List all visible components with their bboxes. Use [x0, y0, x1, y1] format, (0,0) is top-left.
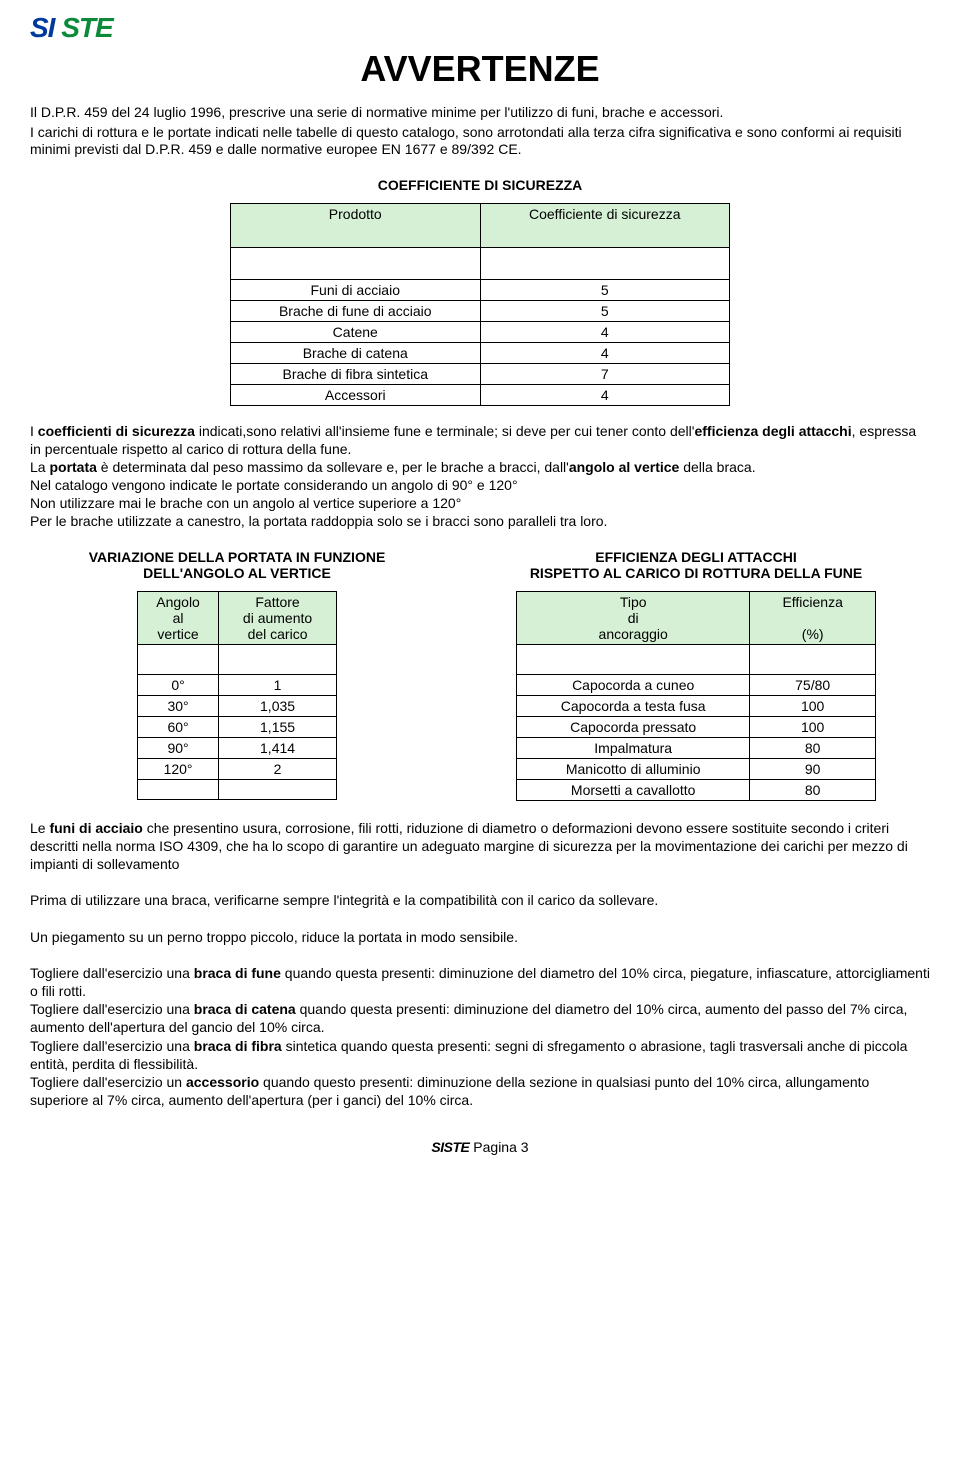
- logo-ste: STE: [61, 12, 112, 43]
- coef-r0-p: Funi di acciaio: [231, 279, 481, 300]
- coef-heading: COEFFICIENTE DI SICUREZZA: [30, 177, 930, 193]
- bottom-p2: Prima di utilizzare una braca, verificar…: [30, 891, 930, 909]
- coef-spacer-2: [480, 247, 730, 279]
- footer: SISTE Pagina 3: [30, 1139, 930, 1155]
- page-title: AVVERTENZE: [30, 48, 930, 90]
- coef-r3-c: 4: [480, 342, 730, 363]
- coef-r3-p: Brache di catena: [231, 342, 481, 363]
- coef-r1-c: 5: [480, 300, 730, 321]
- coef-spacer-1: [231, 247, 481, 279]
- coef-th-prodotto: Prodotto: [231, 203, 481, 247]
- coef-table: Prodotto Coefficiente di sicurezza Funi …: [230, 203, 730, 406]
- bottom-p5: Togliere dall'esercizio una braca di cat…: [30, 1000, 930, 1036]
- footer-page: Pagina 3: [469, 1139, 528, 1155]
- mid-p2: La portata è determinata dal peso massim…: [30, 458, 930, 476]
- coef-r4-c: 7: [480, 363, 730, 384]
- mid-p1: I coefficienti di sicurezza indicati,son…: [30, 422, 930, 458]
- bottom-p1: Le funi di acciaio che presentino usura,…: [30, 819, 930, 874]
- eff-table: Tipodiancoraggio Efficienza(%) Capocorda…: [516, 591, 876, 801]
- logo: SI STE: [30, 12, 930, 44]
- bottom-p4: Togliere dall'esercizio una braca di fun…: [30, 964, 930, 1000]
- coef-r5-c: 4: [480, 384, 730, 405]
- coef-r2-p: Catene: [231, 321, 481, 342]
- eff-th2: Efficienza(%): [750, 591, 876, 644]
- eff-th1: Tipodiancoraggio: [517, 591, 750, 644]
- mid-p5: Per le brache utilizzate a canestro, la …: [30, 512, 930, 530]
- coef-r5-p: Accessori: [231, 384, 481, 405]
- footer-brand: SISTE: [431, 1139, 469, 1155]
- mid-p4: Non utilizzare mai le brache con un ango…: [30, 494, 930, 512]
- coef-r4-p: Brache di fibra sintetica: [231, 363, 481, 384]
- coef-r2-c: 4: [480, 321, 730, 342]
- bottom-p6: Togliere dall'esercizio una braca di fib…: [30, 1037, 930, 1073]
- right-heading: EFFICIENZA DEGLI ATTACCHI RISPETTO AL CA…: [462, 549, 930, 581]
- angle-th2: Fattoredi aumentodel carico: [219, 591, 337, 644]
- intro-p2: I carichi di rottura e le portate indica…: [30, 124, 930, 159]
- coef-th-coeff: Coefficiente di sicurezza: [480, 203, 730, 247]
- coef-r1-p: Brache di fune di acciaio: [231, 300, 481, 321]
- mid-p3: Nel catalogo vengono indicate le portate…: [30, 476, 930, 494]
- angle-table: Angoloalvertice Fattoredi aumentodel car…: [137, 591, 337, 800]
- coef-r0-c: 5: [480, 279, 730, 300]
- left-heading: VARIAZIONE DELLA PORTATA IN FUNZIONE DEL…: [30, 549, 444, 581]
- bottom-p3: Un piegamento su un perno troppo piccolo…: [30, 928, 930, 946]
- angle-th1: Angoloalvertice: [138, 591, 219, 644]
- logo-si: SI: [30, 12, 54, 43]
- bottom-p7: Togliere dall'esercizio un accessorio qu…: [30, 1073, 930, 1109]
- intro-p1: Il D.P.R. 459 del 24 luglio 1996, prescr…: [30, 104, 930, 122]
